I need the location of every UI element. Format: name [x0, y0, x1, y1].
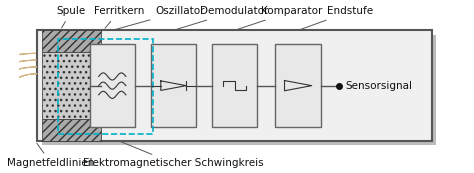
- Text: Magnetfeldlinien: Magnetfeldlinien: [8, 143, 95, 168]
- Bar: [42, 30, 101, 52]
- Text: Demodulator: Demodulator: [176, 7, 269, 30]
- Bar: [212, 44, 257, 127]
- Bar: [151, 44, 196, 127]
- Bar: [275, 44, 321, 127]
- Text: Elektromagnetischer Schwingkreis: Elektromagnetischer Schwingkreis: [83, 142, 264, 168]
- Bar: [42, 119, 101, 141]
- Bar: [90, 44, 135, 127]
- Text: Komparator: Komparator: [237, 7, 322, 29]
- FancyBboxPatch shape: [42, 35, 437, 145]
- Bar: [42, 52, 101, 119]
- Text: Sensorsignal: Sensorsignal: [346, 81, 413, 91]
- Text: Oszillator: Oszillator: [115, 7, 205, 30]
- FancyBboxPatch shape: [37, 30, 432, 141]
- Bar: [58, 39, 153, 134]
- Text: Endstufe: Endstufe: [301, 7, 374, 29]
- Text: Spule: Spule: [57, 7, 86, 28]
- Text: Ferritkern: Ferritkern: [94, 7, 144, 28]
